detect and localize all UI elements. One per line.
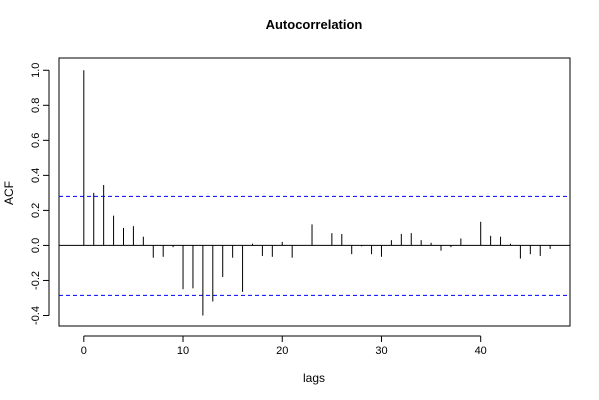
x-tick-label: 20 xyxy=(276,345,288,357)
x-tick-label: 10 xyxy=(177,345,189,357)
y-tick-label: 0.6 xyxy=(30,133,42,148)
chart-title: Autocorrelation xyxy=(266,17,363,32)
plot-frame xyxy=(58,57,571,327)
y-tick-label: -0.4 xyxy=(30,306,42,325)
x-tick-label: 30 xyxy=(375,345,387,357)
y-tick-label: 1.0 xyxy=(30,63,42,78)
y-tick-label: 0.0 xyxy=(30,238,42,253)
axes: 0 10 20 30 40 -0.4 -0.2 0.0 0.2 0.4 0.6 0.8 1.0 xyxy=(30,63,487,357)
x-axis-label: lags xyxy=(303,371,325,385)
y-tick-label: -0.2 xyxy=(30,271,42,290)
y-tick-label: 0.2 xyxy=(30,203,42,218)
y-tick-label: 0.8 xyxy=(30,98,42,113)
y-axis-label: ACF xyxy=(2,181,16,205)
x-tick-label: 40 xyxy=(475,345,487,357)
acf-bars xyxy=(83,70,551,316)
confidence-bounds xyxy=(59,195,570,296)
y-tick-label: 0.4 xyxy=(30,168,42,183)
x-tick-label: 0 xyxy=(81,345,87,357)
